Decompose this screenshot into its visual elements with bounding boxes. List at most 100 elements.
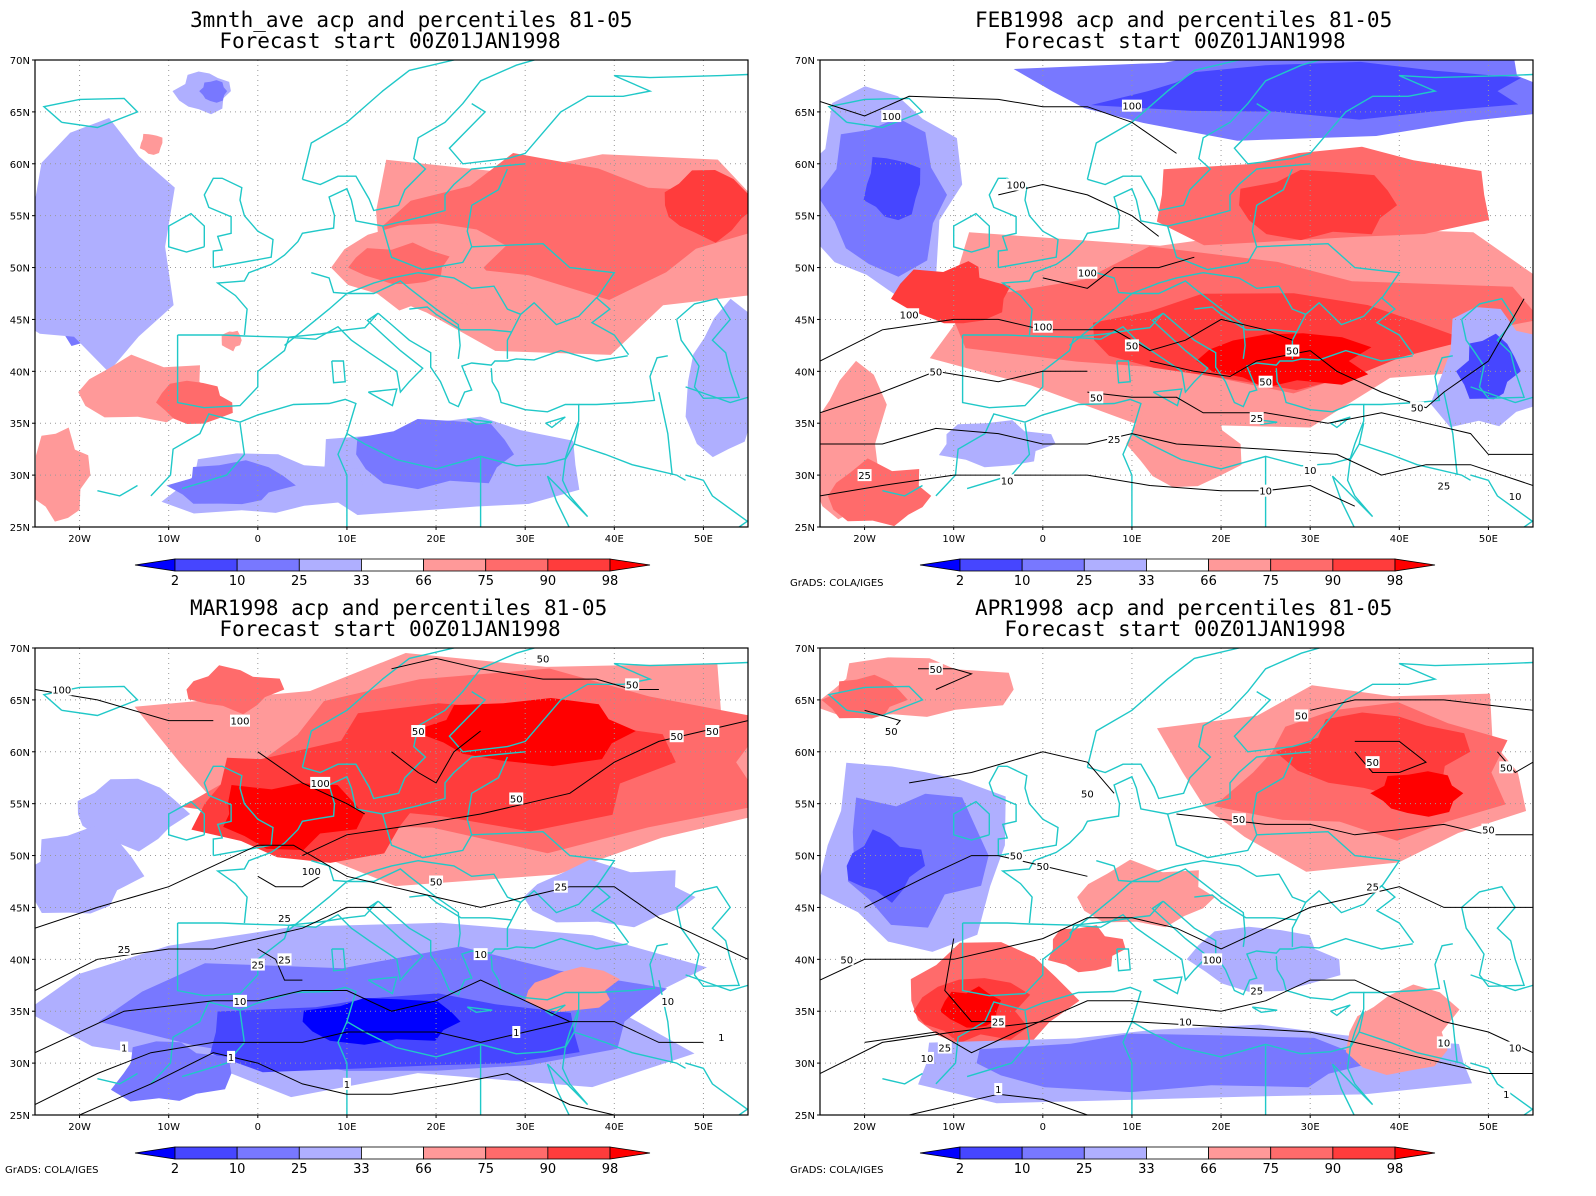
- contour-label-bg: [509, 792, 524, 805]
- contour-label: 50: [1126, 341, 1139, 352]
- coastline: [181, 1011, 246, 1078]
- contour-label-bg: [1508, 1041, 1523, 1054]
- coastline: [1069, 859, 1306, 934]
- lat-label: 45N: [10, 315, 30, 326]
- contour-line: [864, 979, 1533, 1054]
- panel-3-title-line2: Forecast start 00Z01JAN1998: [219, 617, 561, 641]
- coastline: [988, 765, 1059, 857]
- contour-label: 50: [706, 727, 719, 738]
- colorbar-label: 98: [1387, 1162, 1404, 1177]
- coastline: [1443, 391, 1458, 476]
- coastline: [935, 368, 1365, 497]
- coastline: [1152, 976, 1183, 995]
- contour-label-bg: [51, 683, 72, 696]
- lat-label: 50N: [10, 852, 30, 863]
- contour-label-bg: [1249, 984, 1264, 997]
- colorbar-label: 33: [353, 1162, 370, 1177]
- colorbar-segment: [298, 558, 362, 572]
- colorbar-segment: [1208, 558, 1272, 572]
- contour-label: 50: [1411, 404, 1424, 415]
- contour-label: 10: [474, 950, 487, 961]
- colorbar-segment: [174, 558, 238, 572]
- coastline: [409, 306, 512, 333]
- colorbar-label: 2: [171, 574, 179, 589]
- contour-label-bg: [928, 662, 943, 675]
- lat-label: 40N: [795, 367, 815, 378]
- contour-label-bg: [919, 1051, 934, 1064]
- contour-label: 25: [118, 945, 131, 956]
- lon-label: 50E: [694, 1122, 713, 1133]
- contour-label-bg: [1009, 849, 1024, 862]
- contour-label: 1: [344, 1080, 350, 1091]
- contour-label: 1: [718, 1033, 724, 1044]
- contour-label-bg: [899, 308, 920, 321]
- colorbar-segment: [1332, 1146, 1396, 1160]
- colorbar-label: 10: [229, 574, 246, 589]
- contour-label: 25: [554, 883, 567, 894]
- colorbar-label: 10: [1014, 574, 1031, 589]
- contour-label-bg: [1285, 344, 1300, 357]
- contour-line: [944, 938, 999, 1023]
- shaded-region: [186, 665, 285, 715]
- colorbar-label: 66: [415, 574, 432, 589]
- lat-label: 60N: [10, 748, 30, 759]
- colorbar-segment: [1021, 1146, 1085, 1160]
- lat-label: 60N: [795, 748, 815, 759]
- contour-label: 50: [1500, 763, 1513, 774]
- contour-label-bg: [1436, 479, 1451, 492]
- coastline: [1330, 1004, 1351, 1017]
- colorbar-label: 75: [477, 1162, 494, 1177]
- contour-label-bg: [512, 1025, 521, 1038]
- contour-line: [35, 844, 748, 960]
- contour-line: [820, 1021, 1533, 1074]
- colorbar-label: 33: [1138, 574, 1155, 589]
- contour-label-bg: [229, 714, 250, 727]
- map-plot-area: 50 50 50 50 50 50 50 50 50 50 50 100 25 25 25 25 10 10 10 1…: [820, 648, 1533, 1115]
- coastline: [466, 418, 493, 426]
- coastline: [685, 974, 748, 992]
- contour-label-bg: [1294, 709, 1309, 722]
- coastline: [284, 271, 521, 346]
- contour-line: [1497, 751, 1533, 774]
- contour-label: 1: [121, 1044, 127, 1055]
- contour-label-bg: [1508, 489, 1523, 502]
- lon-label: 40E: [1390, 1122, 1409, 1133]
- colorbar-segment: [547, 1146, 611, 1160]
- contour-label-bg: [1080, 787, 1095, 800]
- contour-label: 50: [1036, 862, 1049, 873]
- lat-label: 50N: [795, 264, 815, 275]
- lat-label: 45N: [795, 903, 815, 914]
- coastline: [1166, 756, 1294, 859]
- contour-label-bg: [1258, 484, 1273, 497]
- lon-label: 0: [255, 1122, 261, 1133]
- shaded-region: [1077, 859, 1215, 928]
- colorbar-segment: [298, 1146, 362, 1160]
- coastline: [573, 1031, 686, 1069]
- contour-label-bg: [1035, 859, 1050, 872]
- contour-line: [1354, 740, 1428, 773]
- coastline: [284, 859, 521, 934]
- lat-label: 65N: [795, 108, 815, 119]
- contour-label-bg: [994, 1083, 1003, 1096]
- coastline: [367, 976, 398, 995]
- contour-line: [864, 855, 1088, 908]
- coastline: [1470, 1062, 1533, 1115]
- lon-label: 10W: [157, 1122, 180, 1133]
- colorbar-segment: [1270, 558, 1334, 572]
- coastline: [42, 97, 139, 129]
- colorbar-label: 2: [171, 1162, 179, 1177]
- lon-label: 10W: [942, 1122, 965, 1133]
- panel-3-credit: GrADS: COLA/IGES: [5, 1165, 99, 1176]
- map-plot-area: 100 100 100 100 100 100 50 50 50 50 50 50 25 25 25 25 10…: [820, 60, 1533, 527]
- lat-label: 45N: [10, 903, 30, 914]
- colorbar-segment: [919, 558, 961, 572]
- lon-label: 40E: [605, 534, 624, 545]
- coastline: [1358, 1031, 1471, 1069]
- coastline: [1330, 416, 1351, 429]
- lat-label: 70N: [10, 56, 30, 67]
- colorbar-segment: [361, 558, 424, 572]
- coastline: [1000, 751, 1311, 924]
- contour-label: 25: [1108, 435, 1121, 446]
- lon-label: 40E: [605, 1122, 624, 1133]
